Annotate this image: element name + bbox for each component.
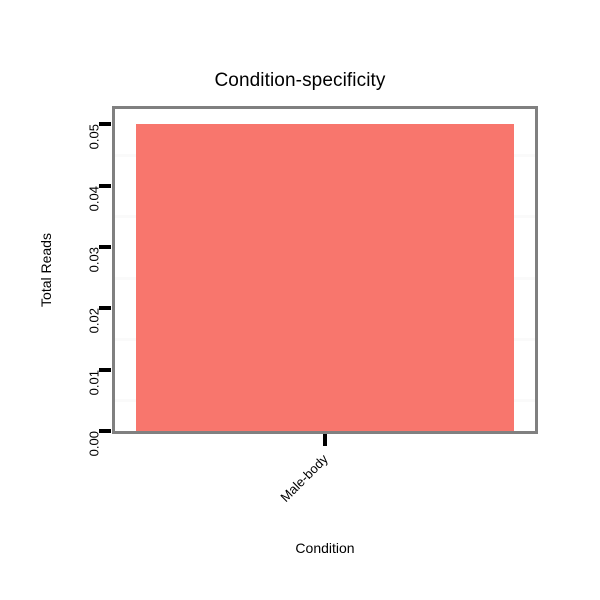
y-tick-label: 0.00 <box>86 431 102 457</box>
bar-male-body[interactable] <box>136 124 514 431</box>
x-tick-label: Male-body <box>277 451 331 505</box>
y-tick-label: 0.05 <box>86 124 102 150</box>
y-tick-label: 0.02 <box>86 308 102 334</box>
plot-panel <box>112 106 538 434</box>
y-tick-label: 0.01 <box>86 369 102 395</box>
x-axis-title: Condition <box>295 540 355 556</box>
y-tick-label: 0.04 <box>86 185 102 211</box>
y-tick-mark <box>99 306 111 311</box>
y-tick-mark <box>99 122 111 127</box>
y-tick-mark <box>99 367 111 372</box>
chart-title: Condition-specificity <box>214 70 386 91</box>
x-tick-mark <box>323 434 327 446</box>
y-tick-mark <box>99 245 111 249</box>
y-tick-label: 0.03 <box>86 247 102 273</box>
y-tick-mark <box>99 183 111 188</box>
y-axis-title: Total Reads <box>38 233 54 307</box>
y-tick-mark <box>99 429 111 433</box>
